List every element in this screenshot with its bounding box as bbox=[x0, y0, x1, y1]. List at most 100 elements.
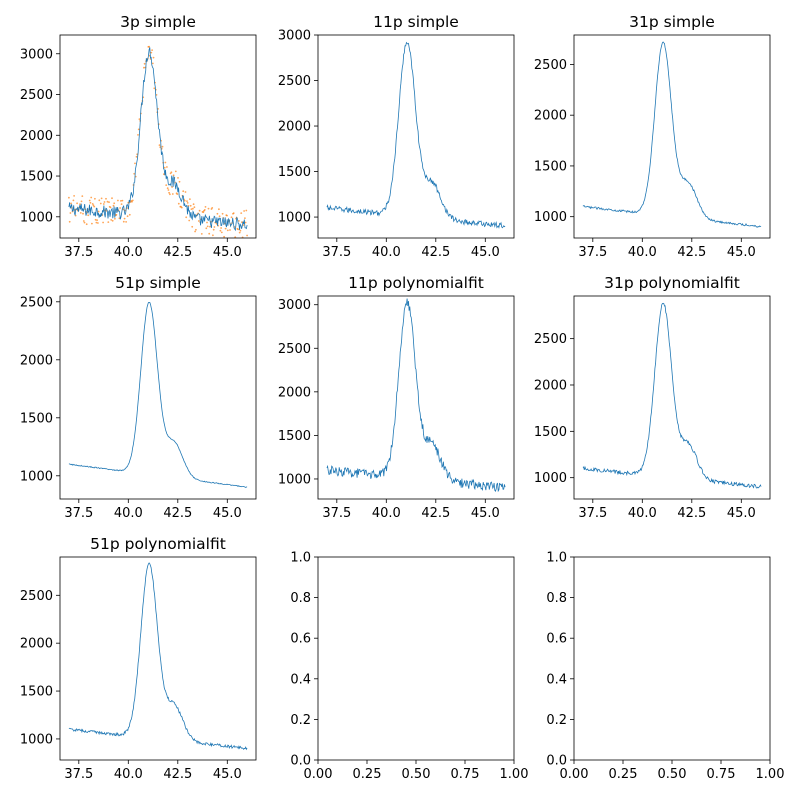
scatter-point bbox=[135, 155, 138, 158]
scatter-point bbox=[220, 231, 223, 234]
scatter-point bbox=[230, 216, 233, 219]
scatter-point bbox=[171, 186, 174, 188]
y-tick-label: 1500 bbox=[534, 425, 567, 440]
scatter-point bbox=[114, 217, 116, 220]
x-tick-label: 1.00 bbox=[756, 767, 785, 782]
scatter-point bbox=[83, 221, 86, 224]
subplot-title: 31p simple bbox=[629, 13, 715, 31]
scatter-point bbox=[117, 199, 119, 202]
scatter-point bbox=[238, 220, 240, 222]
x-tick-label: 42.5 bbox=[677, 245, 706, 260]
y-tick-label: 1500 bbox=[278, 165, 311, 180]
axes-frame bbox=[59, 295, 257, 500]
scatter-point bbox=[206, 225, 209, 228]
scatter-point bbox=[133, 172, 136, 175]
scatter-point bbox=[237, 228, 240, 231]
subplot-title: 11p polynomialfit bbox=[348, 274, 484, 292]
series-line bbox=[582, 41, 762, 228]
scatter-point bbox=[190, 208, 193, 211]
y-tick-label: 1000 bbox=[20, 469, 53, 484]
scatter-point bbox=[121, 199, 124, 202]
y-tick-label: 3000 bbox=[278, 298, 311, 313]
scatter-point bbox=[242, 224, 245, 226]
subplot-title: 3p simple bbox=[120, 13, 196, 31]
scatter-point bbox=[110, 219, 113, 221]
axes-frame bbox=[573, 34, 771, 239]
series-line bbox=[68, 562, 248, 751]
subplot-9: 0.00 0.25 0.50 0.75 1.00 0.0 0.2 0.4 0.6 0.8 1.0 bbox=[546, 551, 784, 783]
scatter-point bbox=[185, 216, 188, 219]
x-tick-label: 45.0 bbox=[213, 506, 242, 521]
scatter-point bbox=[191, 225, 194, 228]
scatter-point bbox=[172, 174, 175, 177]
x-tick-label: 45.0 bbox=[727, 245, 756, 260]
scatter-point bbox=[131, 199, 134, 202]
y-tick-label: 2000 bbox=[278, 385, 311, 400]
scatter-point bbox=[221, 212, 224, 215]
scatter-point bbox=[76, 202, 78, 205]
subplot-title: 51p simple bbox=[115, 274, 201, 292]
subplot-5: 11p polynomialfit 37.5 40.0 42.5 45.0 1000 150… bbox=[278, 274, 515, 521]
x-tick-label: 45.0 bbox=[471, 245, 500, 260]
scatter-point bbox=[97, 222, 99, 224]
scatter-point bbox=[203, 209, 206, 211]
x-tick-label: 0.75 bbox=[451, 767, 480, 782]
x-tick-label: 0.75 bbox=[707, 767, 736, 782]
y-tick-label: 2500 bbox=[278, 342, 311, 357]
scatter-point bbox=[111, 219, 114, 222]
x-tick-label: 40.0 bbox=[114, 245, 143, 260]
scatter-point bbox=[109, 206, 112, 209]
scatter-point bbox=[68, 196, 70, 199]
scatter-point bbox=[186, 202, 189, 204]
scatter-point bbox=[195, 228, 197, 231]
x-tick-label: 40.0 bbox=[372, 245, 401, 260]
scatter-point bbox=[240, 212, 243, 215]
scatter-point bbox=[85, 223, 88, 226]
x-tick-label: 37.5 bbox=[322, 245, 351, 260]
scatter-point bbox=[192, 207, 194, 210]
scatter-point bbox=[99, 202, 102, 205]
scatter-point bbox=[226, 214, 228, 217]
y-tick-label: 1500 bbox=[20, 685, 53, 700]
x-tick-label: 45.0 bbox=[471, 506, 500, 521]
axes-frame bbox=[573, 295, 771, 500]
y-tick-label: 0.8 bbox=[546, 591, 567, 606]
y-tick-label: 1500 bbox=[20, 170, 53, 185]
scatter-point bbox=[112, 204, 115, 207]
scatter-point bbox=[90, 196, 93, 199]
x-tick-label: 45.0 bbox=[727, 506, 756, 521]
scatter-point bbox=[143, 66, 145, 69]
scatter-point bbox=[94, 218, 97, 221]
x-tick-label: 0.25 bbox=[609, 767, 638, 782]
scatter-point bbox=[205, 227, 208, 230]
scatter-point bbox=[223, 235, 226, 238]
scatter-point bbox=[243, 210, 246, 212]
scatter-point bbox=[94, 197, 96, 200]
scatter-point bbox=[166, 166, 168, 168]
scatter-point bbox=[218, 215, 221, 218]
x-tick-label: 40.0 bbox=[114, 506, 143, 521]
scatter-point bbox=[137, 128, 140, 131]
x-tick-label: 42.5 bbox=[677, 506, 706, 521]
x-tick-label: 45.0 bbox=[213, 767, 242, 782]
scatter-point bbox=[213, 226, 216, 228]
scatter-point bbox=[167, 189, 170, 191]
scatter-point bbox=[91, 222, 93, 225]
scatter-point bbox=[158, 144, 161, 147]
scatter-point bbox=[176, 193, 179, 196]
scatter-point bbox=[170, 171, 173, 174]
scatter-point bbox=[148, 45, 151, 48]
scatter-point bbox=[180, 206, 183, 209]
y-tick-label: 1000 bbox=[534, 210, 567, 225]
y-tick-label: 1.0 bbox=[546, 551, 567, 566]
series-line bbox=[326, 298, 506, 493]
scatter-point bbox=[91, 203, 94, 205]
scatter-point bbox=[208, 232, 211, 235]
scatter-point bbox=[198, 209, 201, 212]
scatter-point bbox=[226, 229, 229, 232]
x-tick-label: 42.5 bbox=[163, 767, 192, 782]
x-tick-label: 42.5 bbox=[163, 245, 192, 260]
y-tick-label: 2500 bbox=[534, 58, 567, 73]
x-tick-label: 0.00 bbox=[304, 767, 333, 782]
y-tick-label: 1000 bbox=[20, 210, 53, 225]
